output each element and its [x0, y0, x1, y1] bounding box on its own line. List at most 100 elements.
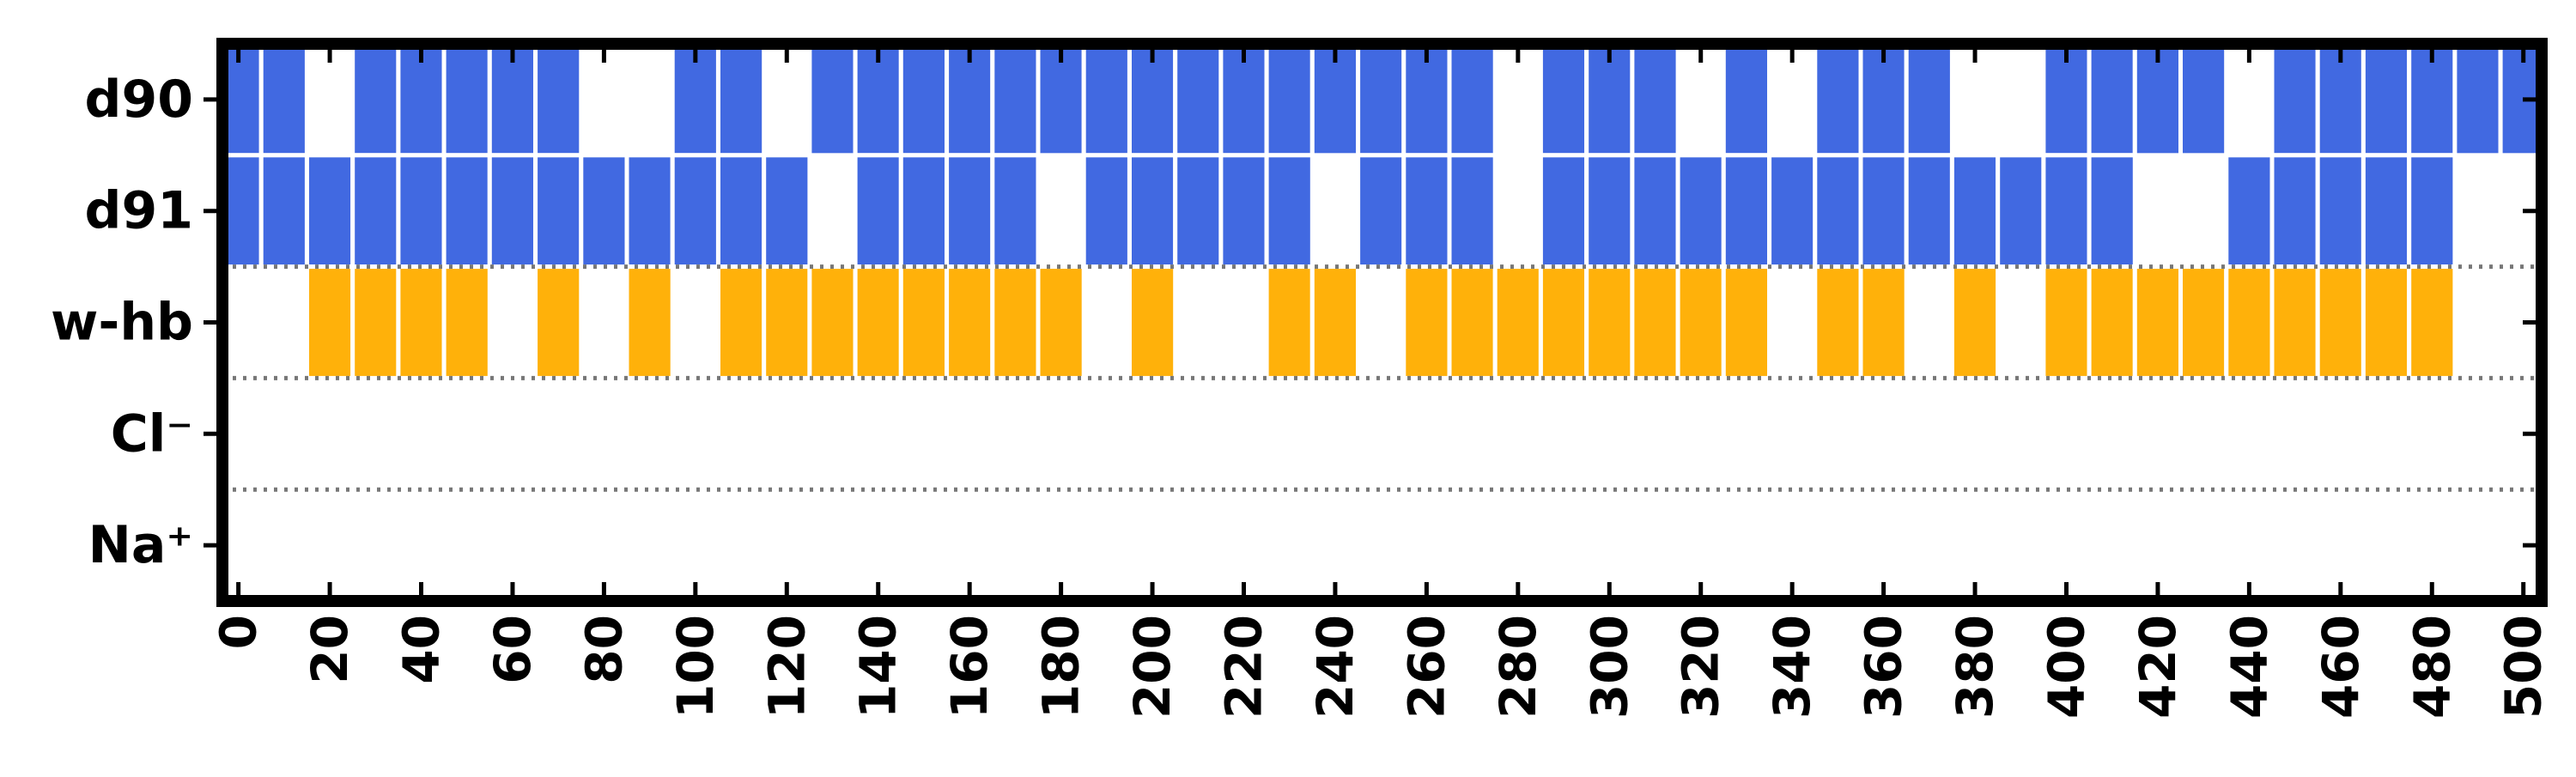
bar-d90-30	[350, 41, 401, 158]
bar-d91-50	[441, 153, 492, 270]
bar-d90-50	[441, 41, 492, 158]
bar-d90-190	[1081, 41, 1132, 158]
x-tick-label: 280	[1489, 615, 1547, 719]
bar-d90-70	[533, 41, 584, 158]
bar-w-hb-260	[1401, 264, 1452, 380]
bar-w-hb-140	[853, 264, 903, 380]
bar-w-hb-300	[1584, 264, 1635, 380]
labels-layer: d90 d91 w-hb Cl⁻ Na⁺ 0 20 40 60 80 100 120 140 160 180…	[51, 70, 2553, 719]
bar-d90-370	[1904, 41, 1954, 158]
bar-d90-150	[898, 41, 950, 158]
bar-d90-110	[716, 41, 767, 158]
bar-d90-490	[2452, 41, 2503, 158]
bar-d91-200	[1127, 153, 1178, 270]
plot-frame	[216, 38, 2548, 607]
bar-d91-40	[396, 153, 447, 270]
row-label-d91: d91	[85, 181, 193, 241]
bar-d91-400	[2041, 153, 2092, 270]
x-tick-label: 260	[1397, 615, 1455, 719]
bar-d90-10	[258, 41, 309, 158]
bar-w-hb-150	[898, 264, 950, 380]
bar-d91-440	[2224, 153, 2275, 270]
bar-w-hb-90	[624, 264, 675, 380]
bar-d91-110	[716, 153, 767, 270]
bar-w-hb-120	[762, 264, 812, 380]
bar-w-hb-40	[396, 264, 447, 380]
bar-w-hb-450	[2269, 264, 2320, 380]
bar-d91-370	[1904, 153, 1954, 270]
bar-d91-330	[1721, 153, 1772, 270]
bar-d91-220	[1218, 153, 1269, 270]
bar-d91-320	[1675, 153, 1726, 270]
bar-d91-60	[487, 153, 538, 270]
bar-d90-210	[1173, 41, 1224, 158]
x-tick-label: 100	[666, 615, 725, 719]
bar-d90-170	[990, 41, 1041, 158]
bar-w-hb-350	[1813, 264, 1863, 380]
bar-w-hb-70	[533, 264, 584, 380]
bar-d91-80	[579, 153, 629, 270]
bar-d90-310	[1630, 41, 1680, 158]
bar-w-hb-50	[441, 264, 492, 380]
bar-d91-90	[624, 153, 675, 270]
row-label-cl: Cl⁻	[111, 404, 193, 464]
bar-d90-130	[807, 41, 858, 158]
bar-d91-10	[258, 153, 309, 270]
x-tick-label: 400	[2038, 615, 2096, 719]
bar-w-hb-240	[1309, 264, 1361, 380]
x-tick-label: 500	[2494, 615, 2553, 719]
bar-d90-290	[1538, 41, 1589, 158]
bar-w-hb-360	[1858, 264, 1909, 380]
bar-d90-430	[2178, 41, 2229, 158]
bar-w-hb-320	[1675, 264, 1726, 380]
bar-w-hb-400	[2041, 264, 2092, 380]
bar-w-hb-470	[2360, 264, 2412, 380]
bar-d91-350	[1813, 153, 1863, 270]
bar-w-hb-230	[1264, 264, 1315, 380]
bar-w-hb-180	[1036, 264, 1086, 380]
bar-d91-0	[220, 153, 264, 270]
x-tick-label: 440	[2220, 615, 2278, 719]
bar-d91-70	[533, 153, 584, 270]
bar-d90-270	[1447, 41, 1498, 158]
x-tick-label: 20	[301, 615, 359, 684]
bar-w-hb-310	[1630, 264, 1680, 380]
bar-d91-310	[1630, 153, 1680, 270]
bar-d91-290	[1538, 153, 1589, 270]
x-tick-label: 300	[1580, 615, 1638, 719]
bar-d90-330	[1721, 41, 1772, 158]
bar-d91-140	[853, 153, 903, 270]
bar-w-hb-160	[945, 264, 995, 380]
bar-w-hb-130	[807, 264, 858, 380]
bar-w-hb-440	[2224, 264, 2275, 380]
bar-d91-260	[1401, 153, 1452, 270]
x-tick-label: 0	[210, 615, 268, 649]
bar-w-hb-20	[305, 264, 355, 380]
bar-d91-300	[1584, 153, 1635, 270]
bar-d90-470	[2360, 41, 2412, 158]
x-tick-label: 460	[2312, 615, 2370, 719]
x-tick-label: 60	[483, 615, 542, 684]
x-tick-label: 180	[1032, 615, 1091, 719]
bar-d91-340	[1767, 153, 1818, 270]
bar-d91-410	[2087, 153, 2137, 270]
bar-w-hb-170	[990, 264, 1041, 380]
bar-d91-230	[1264, 153, 1315, 270]
bar-d91-270	[1447, 153, 1498, 270]
x-tick-label: 140	[849, 615, 908, 719]
bar-w-hb-410	[2087, 264, 2137, 380]
bar-w-hb-480	[2407, 264, 2458, 380]
x-tick-label: 360	[1855, 615, 1913, 719]
bar-d91-450	[2269, 153, 2320, 270]
bar-d91-460	[2315, 153, 2366, 270]
x-tick-label: 320	[1672, 615, 1730, 719]
bar-d91-390	[1996, 153, 2046, 270]
bar-d90-450	[2269, 41, 2320, 158]
row-label-w-hb: w-hb	[51, 293, 193, 353]
x-tick-label: 420	[2129, 615, 2187, 719]
bars-layer	[220, 41, 2544, 380]
bar-w-hb-200	[1127, 264, 1178, 380]
bar-d91-190	[1081, 153, 1132, 270]
x-tick-label: 160	[940, 615, 999, 719]
